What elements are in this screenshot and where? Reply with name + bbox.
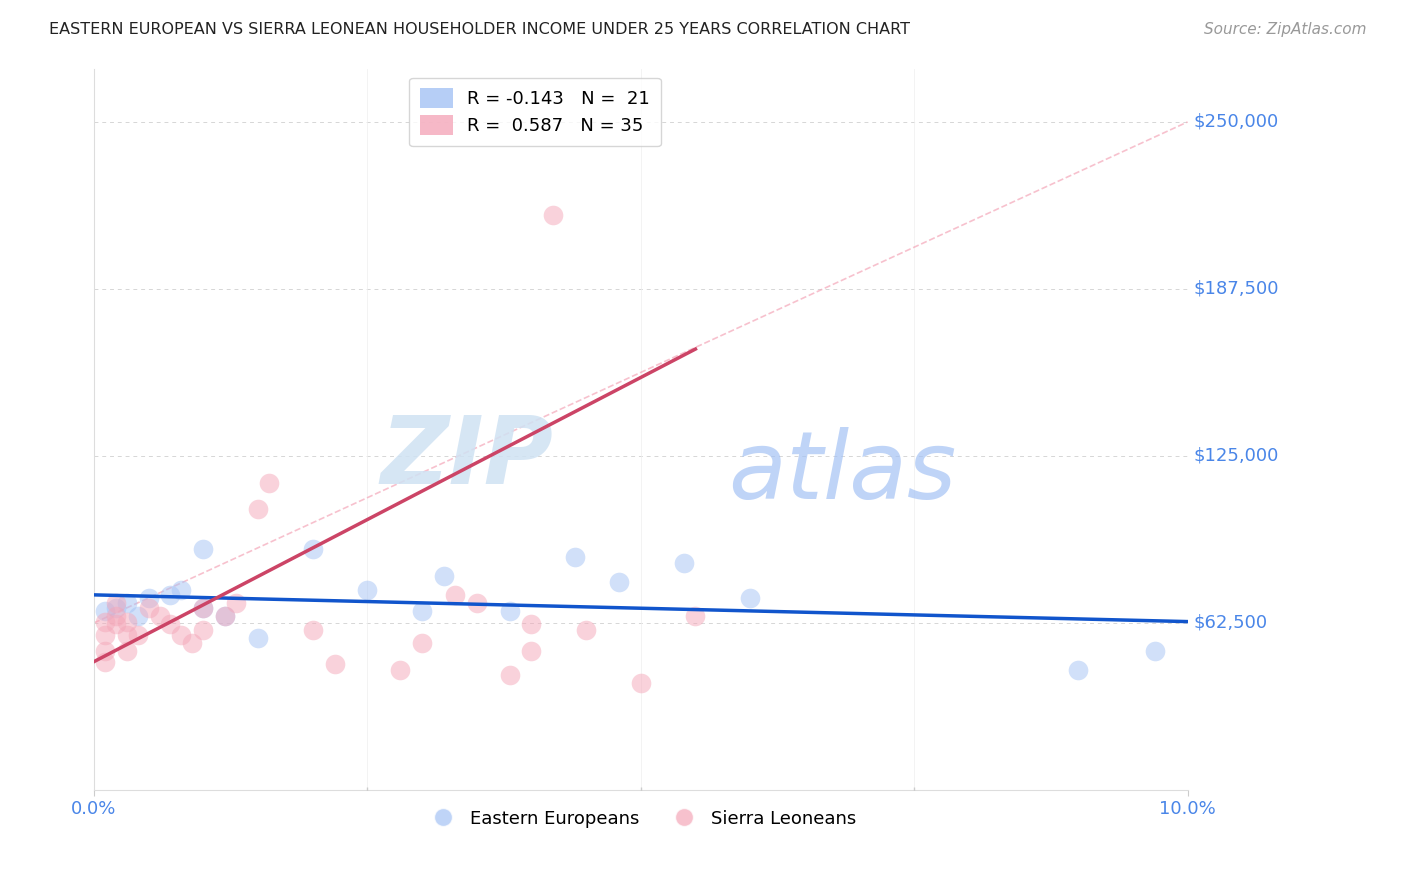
Point xyxy=(541,209,564,223)
Point xyxy=(148,609,170,624)
Point xyxy=(225,596,247,610)
Point xyxy=(498,604,520,618)
Point xyxy=(246,502,269,516)
Point xyxy=(127,628,149,642)
Point xyxy=(94,604,117,618)
Point xyxy=(301,542,323,557)
Point xyxy=(127,609,149,624)
Text: $62,500: $62,500 xyxy=(1194,614,1267,632)
Point xyxy=(193,542,215,557)
Point xyxy=(94,615,117,629)
Point xyxy=(94,644,117,658)
Point xyxy=(575,623,598,637)
Text: $125,000: $125,000 xyxy=(1194,447,1278,465)
Point xyxy=(214,609,236,624)
Point xyxy=(520,617,543,632)
Point xyxy=(170,628,193,642)
Point xyxy=(301,623,323,637)
Point xyxy=(520,644,543,658)
Text: EASTERN EUROPEAN VS SIERRA LEONEAN HOUSEHOLDER INCOME UNDER 25 YEARS CORRELATION: EASTERN EUROPEAN VS SIERRA LEONEAN HOUSE… xyxy=(49,22,910,37)
Point xyxy=(159,617,181,632)
Point xyxy=(443,588,465,602)
Point xyxy=(411,636,433,650)
Point xyxy=(115,628,138,642)
Point xyxy=(740,591,762,605)
Point xyxy=(498,668,520,682)
Point xyxy=(1143,644,1166,658)
Text: ZIP: ZIP xyxy=(381,412,553,504)
Point xyxy=(1067,663,1090,677)
Point xyxy=(104,617,127,632)
Point xyxy=(465,596,488,610)
Point xyxy=(104,601,127,615)
Point xyxy=(214,609,236,624)
Point xyxy=(630,676,652,690)
Point xyxy=(193,601,215,615)
Point xyxy=(673,556,696,570)
Point xyxy=(94,628,117,642)
Point xyxy=(607,574,630,589)
Point xyxy=(193,623,215,637)
Point xyxy=(104,609,127,624)
Point xyxy=(564,550,586,565)
Point xyxy=(323,657,346,672)
Point xyxy=(193,601,215,615)
Text: $187,500: $187,500 xyxy=(1194,280,1278,298)
Point xyxy=(104,596,127,610)
Point xyxy=(411,604,433,618)
Point xyxy=(685,609,707,624)
Point xyxy=(115,615,138,629)
Point xyxy=(433,569,456,583)
Text: Source: ZipAtlas.com: Source: ZipAtlas.com xyxy=(1204,22,1367,37)
Point xyxy=(246,631,269,645)
Point xyxy=(138,601,160,615)
Point xyxy=(389,663,412,677)
Text: $250,000: $250,000 xyxy=(1194,113,1278,131)
Text: atlas: atlas xyxy=(728,427,956,518)
Point xyxy=(115,596,138,610)
Point xyxy=(181,636,204,650)
Point xyxy=(115,644,138,658)
Point xyxy=(356,582,378,597)
Point xyxy=(257,475,280,490)
Point xyxy=(94,655,117,669)
Point xyxy=(138,591,160,605)
Legend: Eastern Europeans, Sierra Leoneans: Eastern Europeans, Sierra Leoneans xyxy=(418,803,863,835)
Point xyxy=(170,582,193,597)
Point xyxy=(159,588,181,602)
